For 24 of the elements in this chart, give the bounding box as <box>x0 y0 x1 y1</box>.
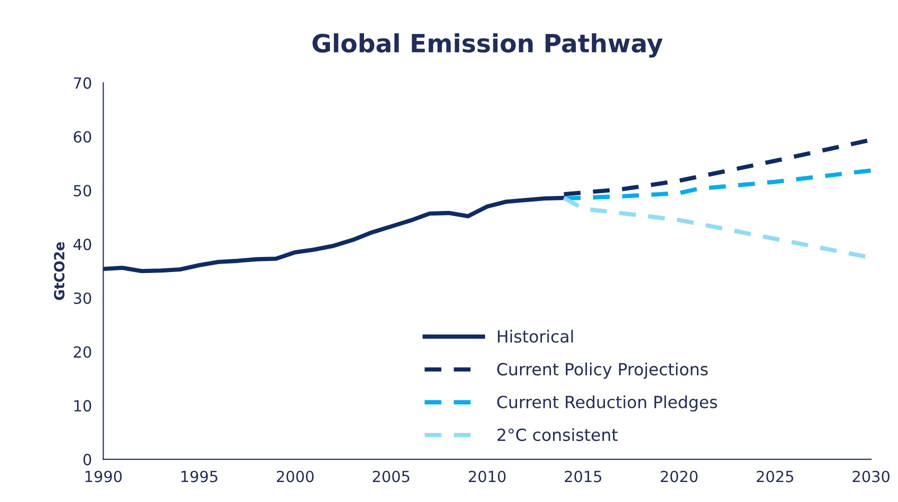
x-tick-label: 1995 <box>181 470 218 482</box>
y-tick-label: 40 <box>73 238 92 250</box>
chart-title: Global Emission Pathway <box>312 33 663 58</box>
y-tick-label: 50 <box>74 184 92 196</box>
line-series <box>562 168 872 201</box>
x-tick-label: 1990 <box>86 470 122 482</box>
legend-label: Current Policy Projections <box>497 362 708 379</box>
y-tick-label: 70 <box>74 77 92 89</box>
x-tick-label: 2005 <box>372 470 410 482</box>
x-tick-label: 2025 <box>756 470 794 482</box>
x-tick-label: 2010 <box>468 470 506 482</box>
legend-label: 2°C consistent <box>498 428 618 442</box>
x-tick-label: 2015 <box>564 470 602 482</box>
x-tick-label: 2000 <box>276 470 314 482</box>
y-tick-label: 10 <box>74 400 92 412</box>
y-tick-label: 0 <box>83 454 92 466</box>
legend-label: Historical <box>498 330 573 343</box>
y-axis-title: GtCO2e <box>54 242 64 300</box>
x-tick-label: 2030 <box>852 470 890 482</box>
x-tick-label: 2020 <box>660 470 698 482</box>
y-tick-label: 20 <box>74 346 92 358</box>
y-tick-label: 30 <box>74 292 92 304</box>
y-tick-label: 60 <box>74 131 92 143</box>
legend-label: Current Reduction Pledges <box>497 395 718 412</box>
